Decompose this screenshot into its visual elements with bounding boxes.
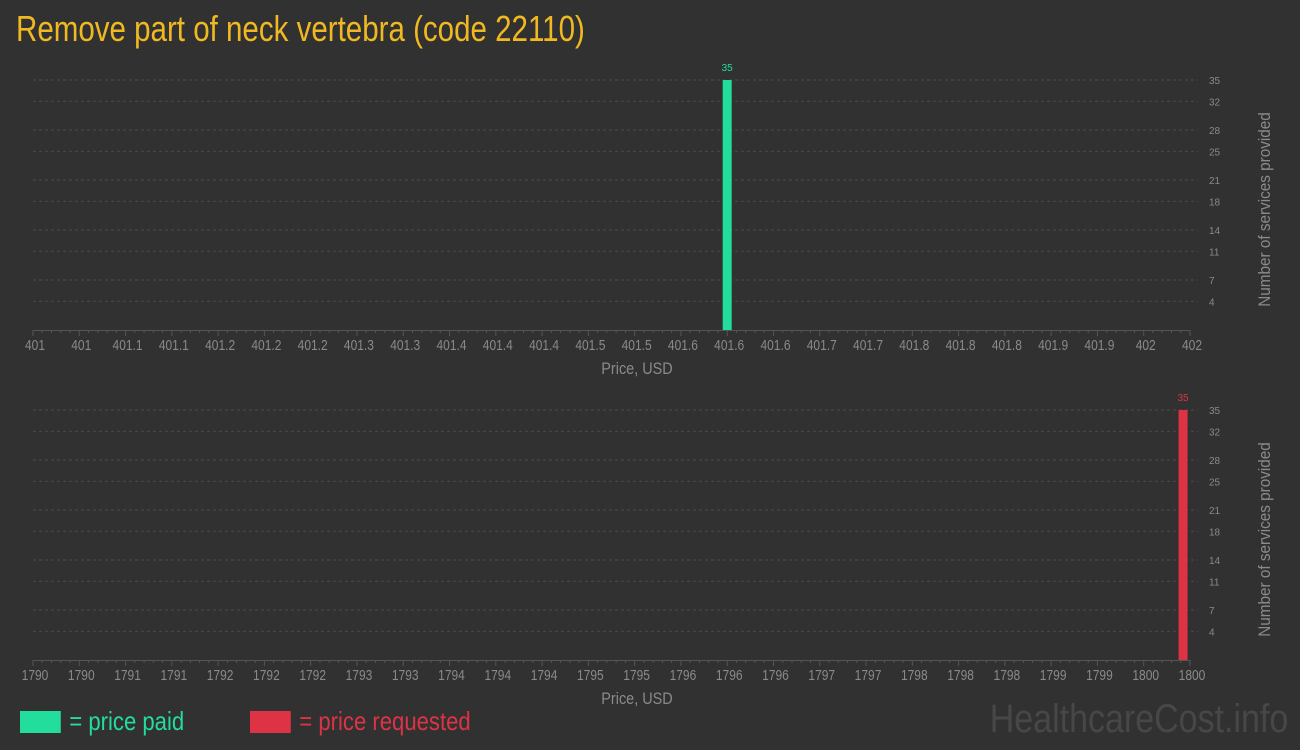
x-tick-label: 401.3 <box>390 337 420 354</box>
x-tick-label: 1797 <box>808 667 835 684</box>
x-tick-label: 401 <box>25 337 45 354</box>
x-tick-label: 1794 <box>531 667 558 684</box>
x-axis-title: Price, USD <box>601 360 672 378</box>
y-tick-label: 7 <box>1209 606 1215 617</box>
x-tick-label: 1794 <box>438 667 465 684</box>
bar-value-label: 35 <box>1177 393 1189 404</box>
watermark: HealthcareCost.info <box>989 697 1288 741</box>
x-tick-label: 401.3 <box>344 337 374 354</box>
x-tick-label: 1798 <box>947 667 974 684</box>
x-tick-label: 1793 <box>346 667 373 684</box>
x-tick-label: 401 <box>71 337 91 354</box>
y-tick-label: 21 <box>1209 176 1221 187</box>
y-tick-label: 11 <box>1209 247 1220 258</box>
x-tick-label: 401.6 <box>760 337 790 354</box>
page-title: Remove part of neck vertebra (code 22110… <box>16 8 585 49</box>
legend-swatch-paid <box>20 710 61 733</box>
x-tick-label: 401.1 <box>113 337 143 354</box>
y-tick-label: 7 <box>1209 276 1215 287</box>
x-tick-label: 1791 <box>160 667 187 684</box>
x-tick-label: 401.5 <box>622 337 652 354</box>
x-tick-label: 1794 <box>484 667 511 684</box>
x-tick-label: 1796 <box>716 667 743 684</box>
x-tick-label: 401.2 <box>251 337 281 354</box>
x-tick-label: 402 <box>1136 337 1156 354</box>
y-tick-label: 18 <box>1209 527 1221 538</box>
x-tick-label: 1792 <box>207 667 234 684</box>
legend-label-paid: = price paid <box>69 706 185 736</box>
legend-label-requested: = price requested <box>299 706 471 736</box>
x-tick-label: 1798 <box>901 667 928 684</box>
y-tick-label: 25 <box>1209 477 1221 488</box>
x-axis-title: Price, USD <box>601 690 672 708</box>
x-tick-label: 1793 <box>392 667 419 684</box>
x-tick-label: 1798 <box>994 667 1021 684</box>
x-tick-label: 1796 <box>762 667 789 684</box>
y-tick-label: 32 <box>1209 97 1221 108</box>
x-tick-label: 401.7 <box>807 337 837 354</box>
x-tick-label: 1800 <box>1179 667 1206 684</box>
x-tick-label: 401.4 <box>529 337 559 354</box>
x-tick-label: 1790 <box>22 667 49 684</box>
x-tick-label: 401.2 <box>205 337 235 354</box>
legend-swatch-requested <box>250 710 291 733</box>
x-tick-label: 1791 <box>114 667 141 684</box>
x-tick-label: 401.2 <box>298 337 328 354</box>
y-tick-label: 4 <box>1209 627 1215 638</box>
x-tick-label: 401.6 <box>714 337 744 354</box>
y-axis-title: Number of services provided <box>1255 112 1274 307</box>
bar <box>1178 410 1188 660</box>
y-tick-label: 18 <box>1209 197 1221 208</box>
y-tick-label: 35 <box>1209 76 1221 87</box>
y-tick-label: 35 <box>1209 406 1221 417</box>
y-tick-label: 14 <box>1209 556 1221 567</box>
y-tick-label: 14 <box>1209 226 1221 237</box>
x-tick-label: 401.5 <box>575 337 605 354</box>
x-tick-label: 1792 <box>299 667 326 684</box>
y-tick-label: 28 <box>1209 456 1221 467</box>
x-tick-label: 401.8 <box>899 337 929 354</box>
y-tick-label: 28 <box>1209 126 1221 137</box>
x-tick-label: 401.8 <box>992 337 1022 354</box>
x-tick-label: 1795 <box>577 667 604 684</box>
legend-paid: = price paid <box>20 706 184 737</box>
x-tick-label: 401.6 <box>668 337 698 354</box>
y-tick-label: 21 <box>1209 506 1221 517</box>
bar <box>722 80 732 330</box>
x-tick-label: 401.4 <box>437 337 467 354</box>
x-tick-label: 1790 <box>68 667 95 684</box>
x-tick-label: 1795 <box>623 667 650 684</box>
x-tick-label: 1799 <box>1086 667 1113 684</box>
y-tick-label: 32 <box>1209 427 1221 438</box>
x-tick-label: 401.1 <box>159 337 189 354</box>
bar-value-label: 35 <box>722 63 734 74</box>
x-tick-label: 1792 <box>253 667 280 684</box>
y-tick-label: 11 <box>1209 577 1220 588</box>
x-tick-label: 401.4 <box>483 337 513 354</box>
x-tick-label: 402 <box>1182 337 1202 354</box>
x-tick-label: 401.9 <box>1084 337 1114 354</box>
x-tick-label: 1800 <box>1132 667 1159 684</box>
legend-requested: = price requested <box>250 706 471 737</box>
y-axis-title: Number of services provided <box>1255 442 1274 637</box>
x-tick-label: 401.8 <box>946 337 976 354</box>
x-tick-label: 401.9 <box>1038 337 1068 354</box>
x-tick-label: 1799 <box>1040 667 1067 684</box>
x-tick-label: 1796 <box>670 667 697 684</box>
x-tick-label: 401.7 <box>853 337 883 354</box>
x-tick-label: 1797 <box>855 667 882 684</box>
y-tick-label: 25 <box>1209 147 1221 158</box>
y-tick-label: 4 <box>1209 297 1215 308</box>
